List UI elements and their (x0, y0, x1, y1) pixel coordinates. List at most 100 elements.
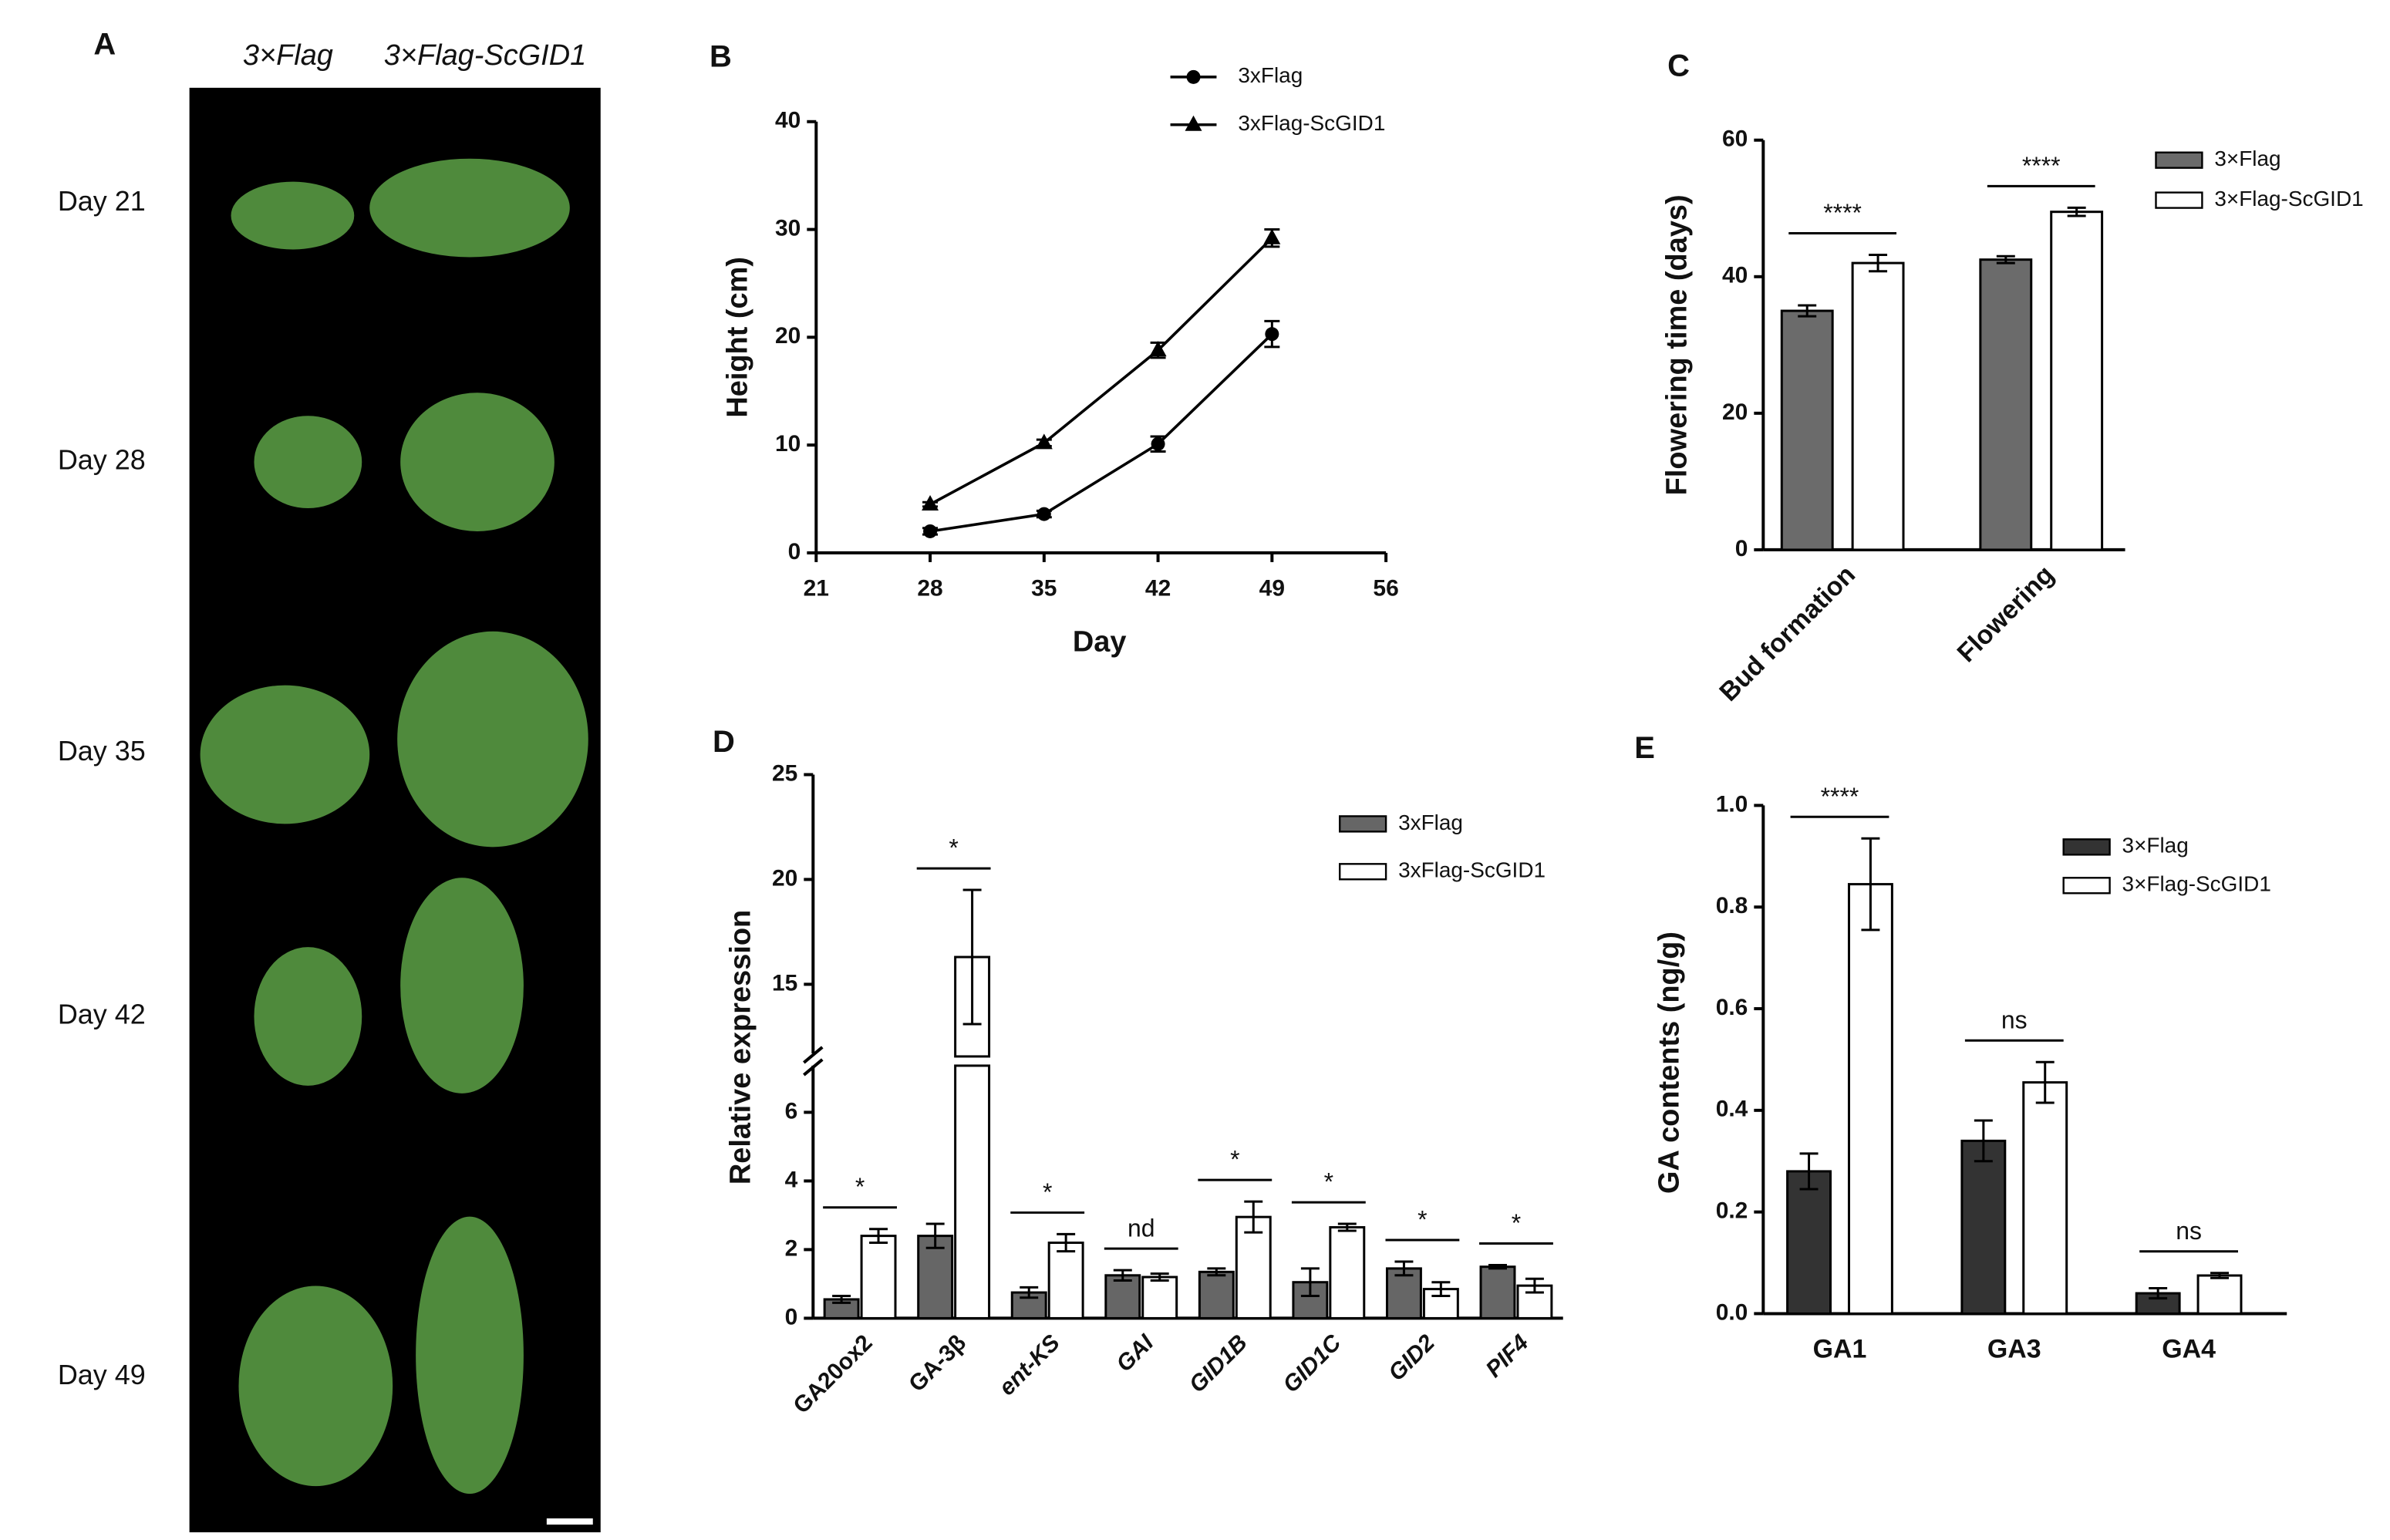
x-tick-label: Bud formation (1714, 560, 1861, 707)
error-bar (1525, 1277, 1544, 1294)
legend-swatch (1338, 863, 1387, 881)
row-label: Day 49 (58, 1359, 146, 1390)
error-bar (1057, 1232, 1076, 1253)
error-bar (1113, 1269, 1132, 1282)
legend-label: 3×Flag (2214, 147, 2280, 170)
x-tick-label: GAI (1111, 1329, 1158, 1377)
y-tick-label: 2 (785, 1235, 798, 1261)
annotation: * (1230, 1146, 1239, 1174)
y-tick-label: 0 (1735, 536, 1748, 561)
annotation: ns (2001, 1006, 2028, 1034)
x-tick-label: 42 (1145, 576, 1171, 602)
x-tick-label: 28 (917, 576, 942, 602)
error-bar (1300, 1267, 1320, 1298)
y-tick-label: 0 (788, 539, 801, 564)
legend-label: 3xFlag (1398, 810, 1463, 834)
x-tick-label: 35 (1031, 576, 1057, 602)
y-tick-label: 0.0 (1716, 1299, 1748, 1325)
marker (923, 524, 938, 538)
bar (860, 1235, 897, 1319)
error-bar (1861, 837, 1880, 932)
y-tick-label: 0.4 (1716, 1097, 1748, 1122)
bar (1960, 1139, 2007, 1315)
axis-break (803, 1058, 824, 1077)
legend-swatch (2155, 191, 2203, 209)
error-bar (1337, 1222, 1357, 1232)
legend-label: 3×Flag (2122, 834, 2189, 858)
legend-label: 3xFlag-ScGID1 (1398, 858, 1546, 882)
error-bar (2210, 1272, 2229, 1279)
error-bar (2035, 1060, 2055, 1104)
bar (1329, 1225, 1366, 1319)
error-bar (925, 1222, 945, 1249)
y-tick-label: 30 (775, 215, 801, 241)
x-tick-label: GID1C (1278, 1329, 1346, 1397)
panel-label: E (1634, 731, 1655, 765)
x-tick-label: 56 (1373, 576, 1398, 602)
marker (1265, 327, 1279, 342)
bar (1141, 1275, 1178, 1319)
bar (1104, 1274, 1141, 1319)
error-bar (2149, 1286, 2168, 1300)
legend-swatch (2062, 838, 2111, 856)
x-tick-label: 49 (1259, 576, 1285, 602)
x-tick-label: GA1 (1813, 1334, 1867, 1363)
x-tick-label: PIF4 (1481, 1329, 1533, 1382)
row-label: Day 21 (58, 185, 146, 217)
row-label: Day 28 (58, 444, 146, 476)
annotation: * (1417, 1206, 1427, 1234)
marker (922, 495, 939, 511)
error-bar (1869, 253, 1888, 273)
bar (2022, 1081, 2068, 1315)
panel-label: D (713, 725, 735, 759)
annotation: * (1043, 1178, 1052, 1206)
error-bar (1974, 1119, 1993, 1163)
bar (2050, 211, 2104, 551)
y-tick-label: 6 (785, 1098, 798, 1124)
error-bar (1431, 1281, 1451, 1298)
x-tick-label: 21 (804, 576, 829, 602)
error-bar (869, 1228, 888, 1245)
legend-marker (1185, 115, 1202, 131)
annotation: **** (2022, 152, 2061, 180)
panel-label: B (710, 39, 732, 73)
legend-swatch (2155, 151, 2203, 169)
x-tick-label: GID2 (1384, 1329, 1440, 1386)
panel-label: C (1667, 49, 1690, 83)
x-tick-label: ent-KS (994, 1330, 1065, 1401)
error-bar (1150, 1272, 1169, 1282)
y-tick-label: 40 (1722, 263, 1748, 288)
row-label: Day 42 (58, 999, 146, 1030)
marker (1151, 436, 1165, 451)
error-bar (1394, 1260, 1414, 1277)
plants (200, 158, 588, 1495)
x-axis-label: Day (1073, 626, 1127, 659)
annotation: * (949, 834, 958, 862)
y-tick-label: 1.0 (1716, 791, 1748, 817)
column-header: 3×Flag-ScGID1 (384, 39, 587, 72)
marker (1035, 433, 1053, 450)
line (929, 237, 1273, 506)
bar (954, 1064, 991, 1319)
y-tick-label: 0.8 (1716, 893, 1748, 918)
x-tick-label: GID1B (1185, 1330, 1252, 1398)
annotation: ns (2176, 1217, 2202, 1245)
error-bar (1996, 254, 2015, 265)
line (929, 332, 1273, 533)
row-label: Day 35 (58, 735, 146, 767)
bar (1479, 1265, 1516, 1319)
legend-label: 3×Flag-ScGID1 (2122, 872, 2271, 896)
y-tick-label: 0.6 (1716, 995, 1748, 1020)
bar (1047, 1242, 1084, 1319)
y-tick-label: 10 (775, 431, 801, 457)
column-header: 3×Flag (243, 39, 333, 72)
error-bar (962, 888, 982, 1026)
y-tick-label: 0 (785, 1304, 798, 1329)
y-tick-label: 0.2 (1716, 1198, 1748, 1224)
bar (1780, 309, 1834, 551)
axis-break (803, 1046, 824, 1064)
x-tick-label: GA4 (2162, 1334, 2216, 1363)
annotation: * (855, 1173, 865, 1201)
legend-label: 3xFlag (1238, 63, 1303, 87)
annotation: nd (1128, 1215, 1155, 1242)
